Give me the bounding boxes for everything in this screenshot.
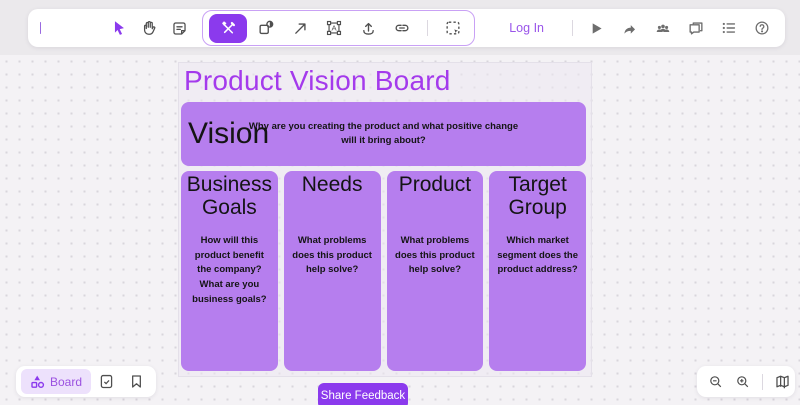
divider bbox=[427, 20, 429, 36]
upload-icon[interactable] bbox=[353, 13, 383, 43]
comments-icon[interactable] bbox=[682, 13, 709, 43]
column-product[interactable]: Product What problems does this product … bbox=[386, 171, 484, 371]
board-title-text[interactable]: Product Vision Board bbox=[184, 65, 451, 96]
column-heading: Target Group bbox=[508, 173, 567, 219]
vision-box[interactable]: Vision Why are you creating the product … bbox=[181, 102, 586, 166]
login-button[interactable]: Log In bbox=[491, 13, 562, 43]
vision-description: Why are you creating the product and wha… bbox=[248, 120, 519, 146]
column-heading: Product bbox=[398, 173, 472, 196]
column-description: Which market segment does the product ad… bbox=[497, 235, 579, 276]
sticky-note-icon[interactable] bbox=[164, 13, 194, 43]
column-description: What problems does this product help sol… bbox=[292, 235, 372, 276]
hand-pan-icon[interactable] bbox=[134, 13, 164, 43]
tools-icon[interactable] bbox=[209, 13, 248, 43]
column-business-goals[interactable]: Business Goals How will this product ben… bbox=[181, 171, 278, 371]
column-needs[interactable]: Needs What problems does this product he… bbox=[283, 171, 381, 371]
creation-tools-group: A bbox=[202, 10, 476, 46]
present-icon[interactable] bbox=[583, 13, 610, 43]
column-heading: Needs bbox=[301, 173, 363, 196]
zoom-bar bbox=[697, 366, 795, 397]
column-description: How will this product benefit the compan… bbox=[192, 235, 267, 305]
bookmark-icon[interactable] bbox=[121, 367, 151, 397]
pages-bar: Board bbox=[16, 366, 157, 397]
text-icon[interactable]: A bbox=[319, 13, 349, 43]
vision-heading: Vision bbox=[188, 117, 270, 150]
divider bbox=[572, 20, 573, 36]
vision-board-frame[interactable]: Product Vision Board Vision Why are you … bbox=[178, 62, 592, 377]
doc-check-icon[interactable] bbox=[91, 367, 121, 397]
collaborators-icon[interactable] bbox=[649, 13, 676, 43]
whiteboard-canvas[interactable]: Product Vision Board Vision Why are you … bbox=[0, 55, 800, 405]
divider bbox=[762, 373, 763, 390]
tab-board-label: Board bbox=[50, 374, 83, 389]
column-description: What problems does this product help sol… bbox=[395, 235, 475, 276]
link-icon[interactable] bbox=[387, 13, 417, 43]
board-shapes-icon bbox=[30, 374, 45, 389]
share-icon[interactable] bbox=[616, 13, 643, 43]
tab-board[interactable]: Board bbox=[21, 369, 92, 394]
zoom-out-icon[interactable] bbox=[702, 367, 729, 397]
marquee-select-icon[interactable] bbox=[438, 13, 468, 43]
column-target-group[interactable]: Target Group Which market segment does t… bbox=[489, 171, 586, 371]
outline-list-icon[interactable] bbox=[715, 13, 742, 43]
share-feedback-button[interactable]: Share Feedback bbox=[318, 383, 408, 405]
main-toolbar: A Log In bbox=[28, 9, 785, 47]
svg-text:A: A bbox=[332, 24, 338, 33]
select-cursor-icon[interactable] bbox=[104, 13, 134, 43]
board-columns: Business Goals How will this product ben… bbox=[181, 171, 586, 371]
column-heading: Business Goals bbox=[186, 173, 272, 219]
help-icon[interactable] bbox=[748, 13, 775, 43]
shape-icon[interactable] bbox=[251, 13, 281, 43]
arrow-connector-icon[interactable] bbox=[285, 13, 315, 43]
toolbar-right-icons bbox=[583, 13, 775, 43]
zoom-in-icon[interactable] bbox=[729, 367, 756, 397]
minimap-icon[interactable] bbox=[769, 367, 796, 397]
